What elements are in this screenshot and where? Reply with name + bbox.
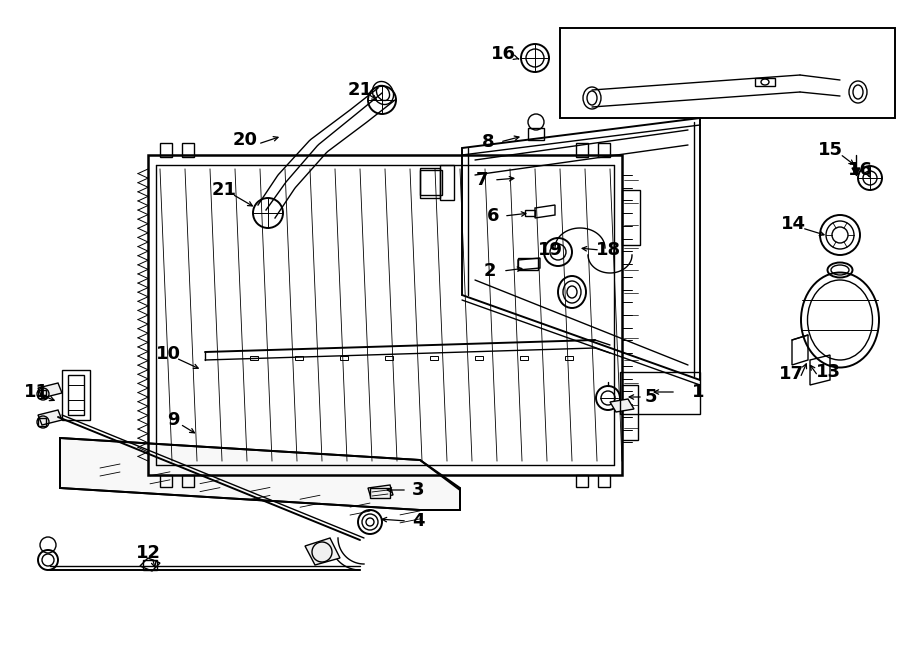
Bar: [38, 418, 46, 426]
Text: 4: 4: [412, 512, 424, 530]
Bar: [598, 475, 610, 487]
Bar: [518, 258, 538, 270]
Text: 9: 9: [166, 411, 179, 429]
Bar: [143, 560, 157, 570]
Bar: [430, 356, 438, 360]
Polygon shape: [38, 383, 62, 398]
Bar: [148, 155, 622, 475]
Bar: [250, 356, 258, 360]
Text: 7: 7: [476, 171, 489, 189]
Bar: [576, 143, 588, 157]
Text: 5: 5: [644, 388, 657, 406]
Text: 16: 16: [491, 45, 516, 63]
Text: 6: 6: [487, 207, 500, 225]
Bar: [622, 385, 638, 440]
Bar: [340, 356, 348, 360]
Bar: [182, 143, 194, 157]
Text: 15: 15: [817, 141, 842, 159]
Polygon shape: [60, 438, 460, 510]
Text: 21: 21: [347, 81, 373, 99]
Bar: [560, 28, 895, 118]
Polygon shape: [38, 410, 62, 425]
Text: 1: 1: [692, 383, 704, 401]
Text: 10: 10: [156, 345, 181, 363]
Bar: [622, 190, 640, 245]
Polygon shape: [305, 538, 340, 565]
Bar: [565, 356, 573, 360]
Bar: [755, 78, 775, 86]
Text: 14: 14: [780, 215, 806, 233]
Bar: [295, 356, 303, 360]
Text: 2: 2: [484, 262, 496, 280]
Bar: [620, 372, 700, 414]
Bar: [528, 128, 544, 140]
Text: 17: 17: [778, 365, 804, 383]
Text: 19: 19: [537, 241, 562, 259]
Bar: [160, 475, 172, 487]
Text: 20: 20: [232, 131, 257, 149]
Polygon shape: [852, 168, 860, 175]
Bar: [598, 143, 610, 157]
Text: 11: 11: [23, 383, 49, 401]
Text: 8: 8: [482, 133, 494, 151]
Bar: [576, 475, 588, 487]
Bar: [385, 356, 393, 360]
Text: 18: 18: [597, 241, 622, 259]
Text: 16: 16: [848, 161, 872, 179]
Bar: [160, 143, 172, 157]
Bar: [182, 475, 194, 487]
Bar: [520, 356, 528, 360]
Bar: [420, 170, 442, 195]
Text: 3: 3: [412, 481, 424, 499]
Text: 13: 13: [815, 363, 841, 381]
Text: 12: 12: [136, 544, 160, 562]
Bar: [475, 356, 483, 360]
Bar: [38, 390, 46, 398]
Polygon shape: [610, 399, 634, 412]
Text: 21: 21: [212, 181, 237, 199]
Bar: [370, 488, 390, 498]
